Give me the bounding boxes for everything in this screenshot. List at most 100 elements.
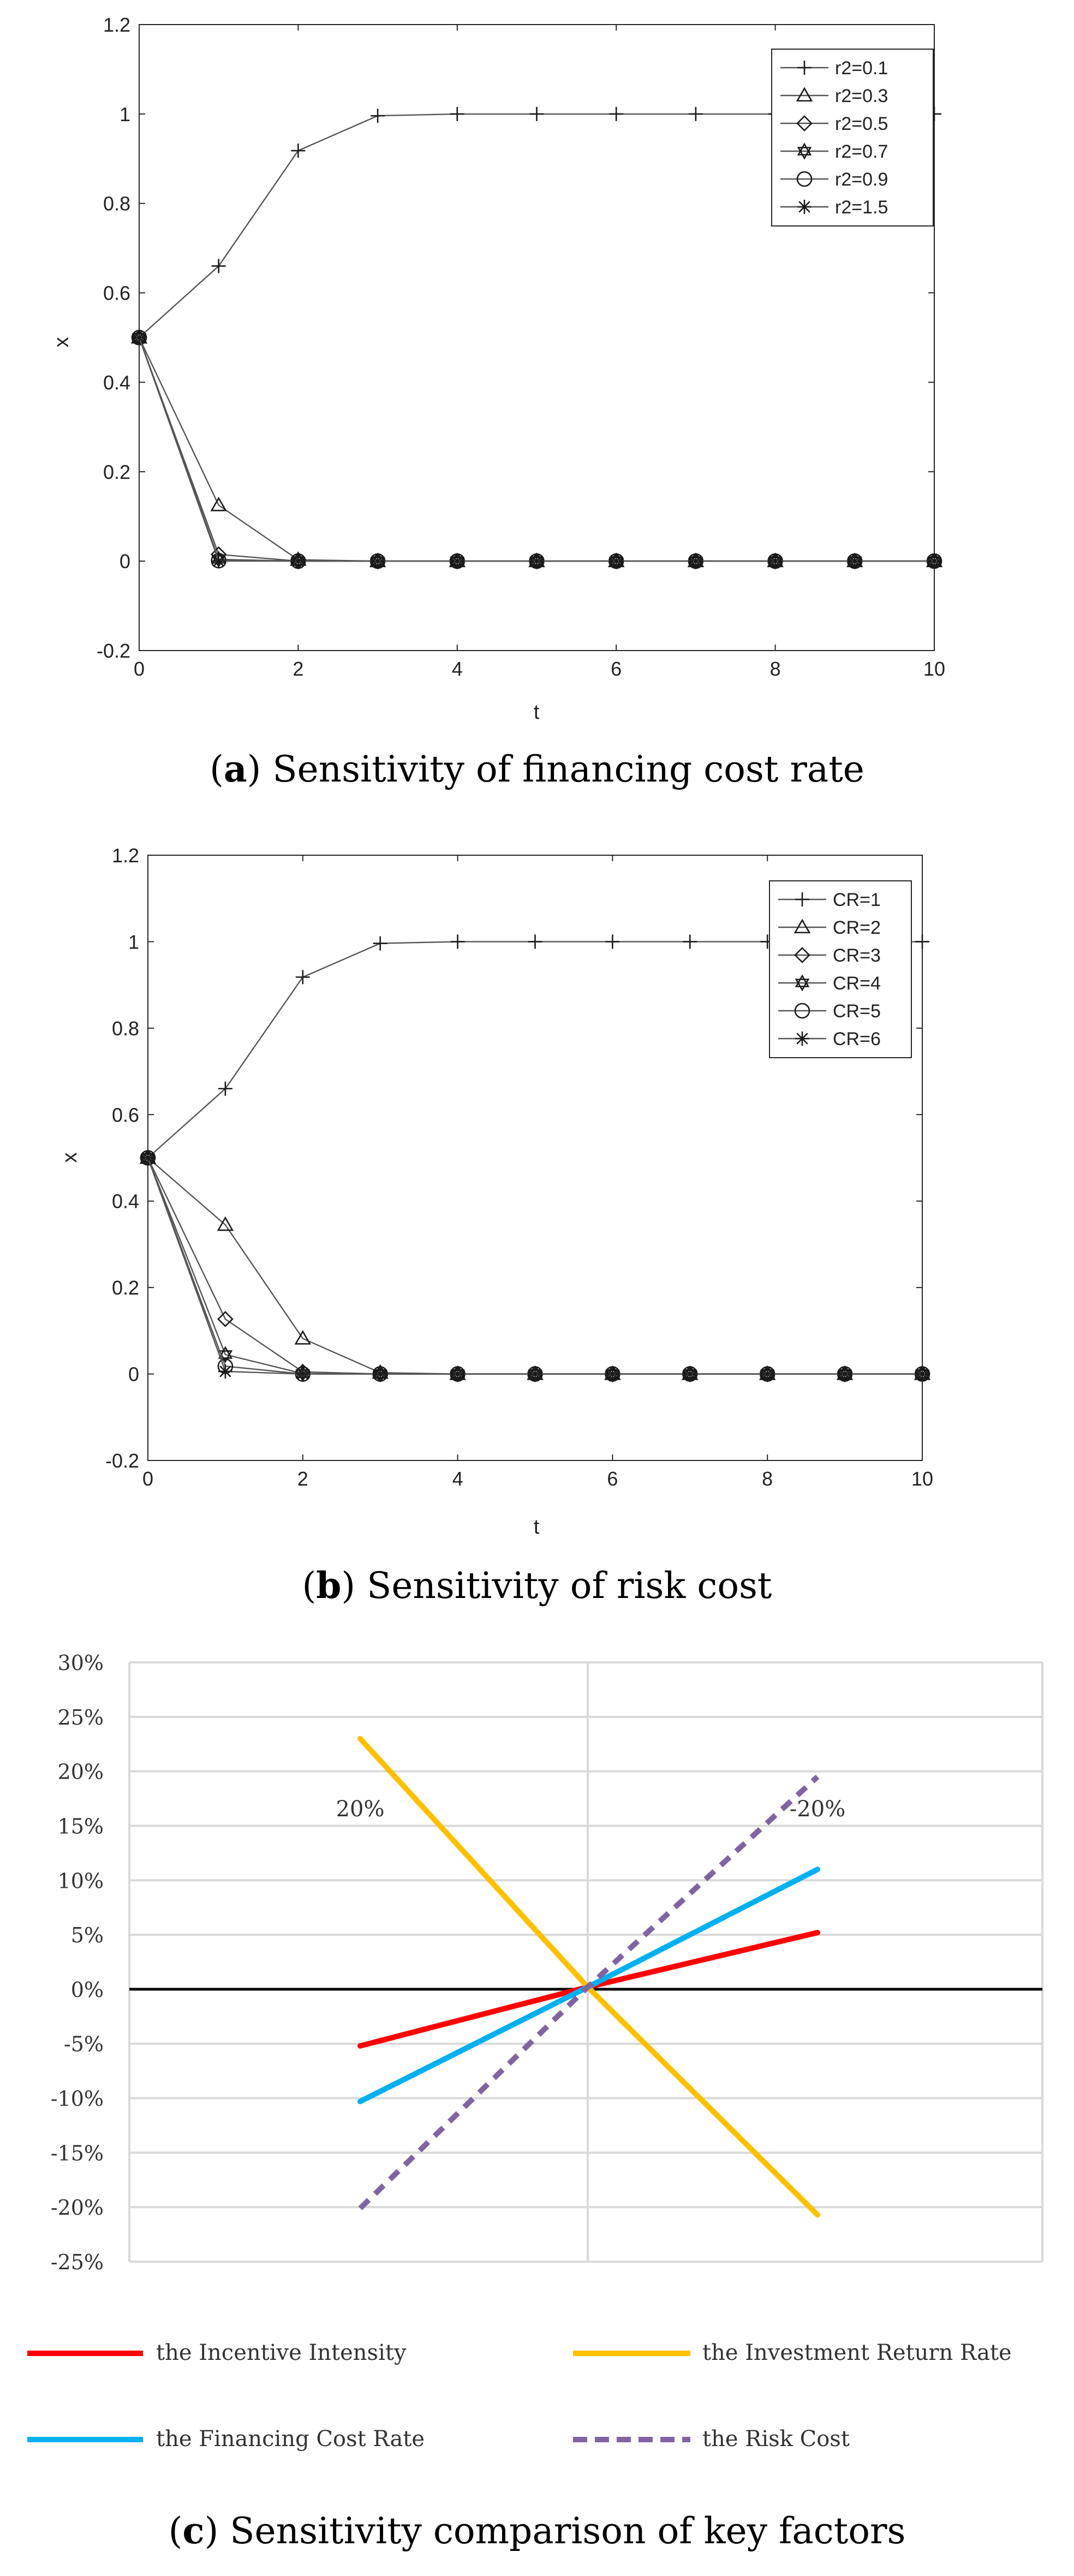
data-point-marker: [768, 554, 783, 569]
y-tick-label: 0.6: [103, 282, 130, 305]
legend-marker: [793, 919, 811, 934]
legend-marker: [796, 115, 813, 132]
y-tick-label: -15%: [51, 2141, 104, 2165]
legend-marker: [795, 892, 809, 907]
data-point-marker: [450, 106, 464, 121]
x-tick-label: 0: [142, 1468, 153, 1490]
y-tick-label: 30%: [58, 1651, 104, 1675]
y-tick-label: 0.2: [103, 461, 130, 483]
x-tick-label: 2: [293, 658, 303, 680]
legend-box: [769, 880, 912, 1058]
data-point-marker: [294, 1329, 312, 1345]
y-tick-label: 15%: [58, 1814, 104, 1838]
y-tick-label: 0.8: [112, 1017, 139, 1040]
data-point-marker: [915, 1367, 929, 1381]
legend-label: CR=4: [833, 973, 881, 994]
data-point-marker: [450, 1367, 465, 1381]
panel-b-caption-letter: b: [316, 1564, 341, 1607]
legend-marker: [794, 947, 810, 963]
x-tick-label: 6: [607, 1468, 618, 1490]
data-point-marker: [295, 1367, 310, 1381]
y-tick-label: 0.4: [112, 1190, 139, 1213]
data-point-marker: [760, 1367, 775, 1381]
y-tick-label: 10%: [58, 1869, 104, 1893]
data-point-marker: [528, 934, 542, 949]
data-point-marker: [217, 1311, 234, 1327]
x-tick-label: 2: [297, 1468, 308, 1490]
panel-c-category-label-left: 20%: [336, 1797, 385, 1822]
data-point-marker: [915, 934, 929, 949]
panel-b-caption: (b) Sensitivity of risk cost: [302, 1564, 772, 1607]
panel-b-legend: CR=1 CR=2 CR=3 CR=4 CR=5 CR=6: [769, 880, 912, 1058]
y-tick-label: 25%: [58, 1706, 104, 1730]
x-tick-label: 8: [770, 658, 781, 680]
legend-label: CR=2: [833, 917, 881, 938]
panel-a-series: [130, 106, 943, 570]
y-tick-label: -20%: [51, 2196, 104, 2220]
panel-c-gridlines: [128, 1661, 1043, 2263]
data-point-marker: [210, 497, 227, 511]
y-tick-label: 1: [128, 931, 139, 953]
legend-marker: [796, 171, 813, 187]
data-point-marker: [683, 1367, 697, 1381]
data-point-marker: [291, 144, 306, 158]
legend-marker: [797, 200, 812, 214]
data-point-marker: [217, 1216, 234, 1231]
panel-a-legend: r2=0.1 r2=0.3 r2=0.5 r2=0.7 r2=0.9 r2=1.5: [771, 49, 934, 226]
y-tick-label: -5%: [64, 2032, 104, 2056]
data-point-marker: [132, 330, 146, 345]
legend-marker: [797, 61, 812, 75]
y-tick-label: 0%: [71, 1978, 104, 2002]
legend-label: r2=0.1: [835, 58, 888, 79]
y-tick-label: 0.2: [112, 1277, 139, 1299]
legend-marker: [797, 142, 812, 160]
y-tick-label: 0.4: [103, 371, 130, 393]
legend-label: r2=0.9: [835, 169, 888, 190]
y-tick-label: -0.2: [105, 1450, 139, 1472]
panel-c-caption-letter: c: [182, 2509, 204, 2552]
data-point-marker: [683, 934, 697, 949]
data-point-marker: [450, 554, 464, 569]
panel-a-caption-letter: a: [224, 748, 247, 790]
x-tick-label: 6: [611, 658, 622, 680]
panel-b-caption-text: ) Sensitivity of risk cost: [341, 1565, 772, 1607]
data-point-marker: [927, 554, 941, 569]
y-tick-label: 1.2: [112, 844, 139, 867]
panel-a-caption-text: ) Sensitivity of financing cost rate: [247, 748, 864, 790]
legend-label: the Risk Cost: [702, 2426, 850, 2452]
panel-a-y-label: x: [50, 337, 73, 348]
data-point-marker: [838, 1367, 852, 1381]
data-point-marker: [528, 1367, 542, 1381]
x-tick-label: 10: [911, 1468, 933, 1490]
y-tick-label: -0.2: [97, 640, 130, 662]
y-tick-label: 0.6: [112, 1104, 139, 1126]
legend-marker: [794, 1003, 810, 1019]
legend-label: CR=5: [833, 1001, 881, 1022]
legend-marker: [796, 87, 813, 102]
data-point-marker: [211, 259, 226, 273]
data-point-marker: [218, 1081, 232, 1096]
panel-a: -0.200.20.40.60.811.20 2 4 6 8 10 t x r2=0.1r…: [50, 14, 945, 790]
x-tick-label: 4: [452, 1468, 463, 1490]
data-point-marker: [605, 1367, 620, 1381]
y-tick-label: -25%: [51, 2250, 104, 2274]
data-point-marker: [373, 936, 387, 951]
y-tick-label: 0: [128, 1363, 139, 1386]
legend-label: r2=0.7: [835, 141, 888, 162]
data-point-marker: [605, 934, 620, 949]
legend-label: r2=0.3: [835, 86, 888, 106]
data-point-marker: [450, 934, 465, 949]
panel-b-ticks: -0.200.20.40.60.811.20 2 4 6 8 10: [105, 844, 933, 1490]
panel-c-legend: the Incentive Intensity the Investment Re…: [27, 2340, 1012, 2452]
legend-label: r2=0.5: [835, 114, 888, 134]
legend-label: the Incentive Intensity: [156, 2340, 407, 2365]
y-tick-label: 1: [120, 103, 130, 126]
x-tick-label: 4: [452, 658, 463, 680]
legend-label: the Investment Return Rate: [702, 2340, 1012, 2365]
data-point-marker: [529, 106, 544, 121]
y-tick-label: 0: [120, 550, 130, 573]
legend-label: r2=1.5: [835, 197, 888, 218]
data-point-marker: [295, 970, 310, 985]
data-point-marker: [609, 106, 624, 121]
data-point-marker: [373, 1367, 387, 1381]
